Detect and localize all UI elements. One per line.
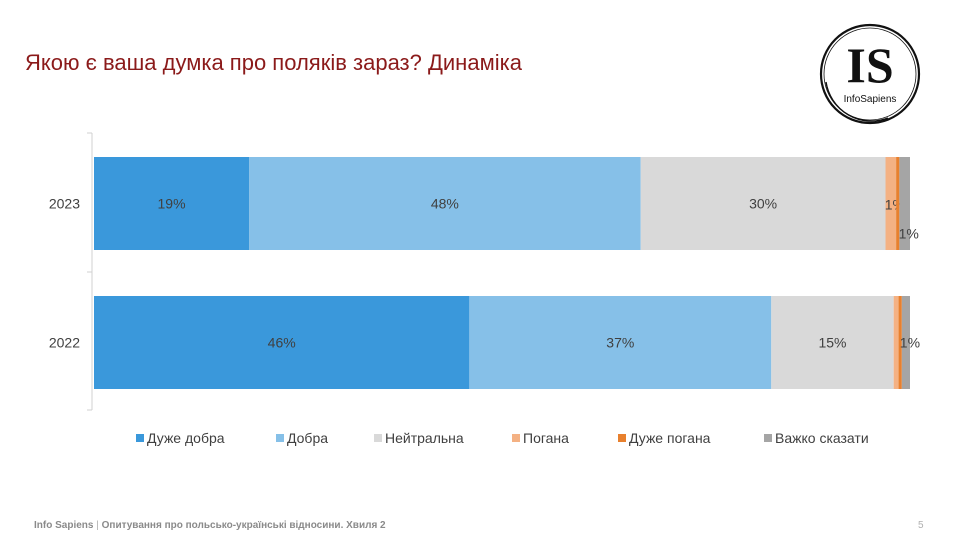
data-label: 1% — [900, 335, 920, 351]
legend-swatch — [618, 434, 626, 442]
bar-segment — [640, 157, 886, 250]
legend-swatch — [136, 434, 144, 442]
logo-mark: IS — [846, 37, 893, 93]
bar-segment — [901, 296, 910, 389]
footer-separator: | — [96, 520, 99, 531]
page-title: Якою є ваша думка про поляків зараз? Дин… — [25, 50, 522, 75]
category-label-2022: 2022 — [49, 335, 80, 351]
logo-name: InfoSapiens — [844, 94, 897, 105]
infosapiens-logo: IS InfoSapiens — [818, 22, 922, 126]
page-number: 5 — [918, 520, 924, 531]
footer-brand: Info Sapiens — [34, 520, 94, 531]
bar-segment — [896, 157, 900, 250]
bar-segment — [94, 296, 470, 389]
data-label: 30% — [749, 196, 777, 212]
bar-segment — [771, 296, 894, 389]
data-label: 48% — [431, 196, 459, 212]
data-label: 19% — [158, 196, 186, 212]
data-label: 1% — [899, 226, 919, 242]
legend-entry: Важко сказати — [775, 430, 869, 446]
category-label-2023: 2023 — [49, 196, 80, 212]
legend-entry: Дуже погана — [629, 430, 711, 446]
bar-segment — [469, 296, 772, 389]
legend-entry: Дуже добра — [147, 430, 225, 446]
legend-swatch — [512, 434, 520, 442]
footer: Info Sapiens | Опитування про польсько-у… — [34, 520, 386, 531]
legend-entry: Нейтральна — [385, 430, 464, 446]
bar-segment — [885, 157, 897, 250]
data-label: 15% — [818, 335, 846, 351]
legend-swatch — [764, 434, 772, 442]
bar-segment — [893, 296, 899, 389]
bar-segment — [899, 157, 910, 250]
footer-text: Опитування про польсько-українські відно… — [101, 520, 386, 531]
data-label: 37% — [606, 335, 634, 351]
legend-entry: Погана — [523, 430, 569, 446]
legend-swatch — [276, 434, 284, 442]
bar-segment — [94, 157, 250, 250]
legend-swatch — [374, 434, 382, 442]
bar-segment — [898, 296, 902, 389]
data-label: 46% — [268, 335, 296, 351]
stacked-bar-chart: 2023 19% 48% 30% 1%1%2022 46% 37% 15% 1%Дуже доб… — [49, 132, 920, 446]
legend-entry: Добра — [287, 430, 328, 446]
bar-segment — [249, 157, 641, 250]
